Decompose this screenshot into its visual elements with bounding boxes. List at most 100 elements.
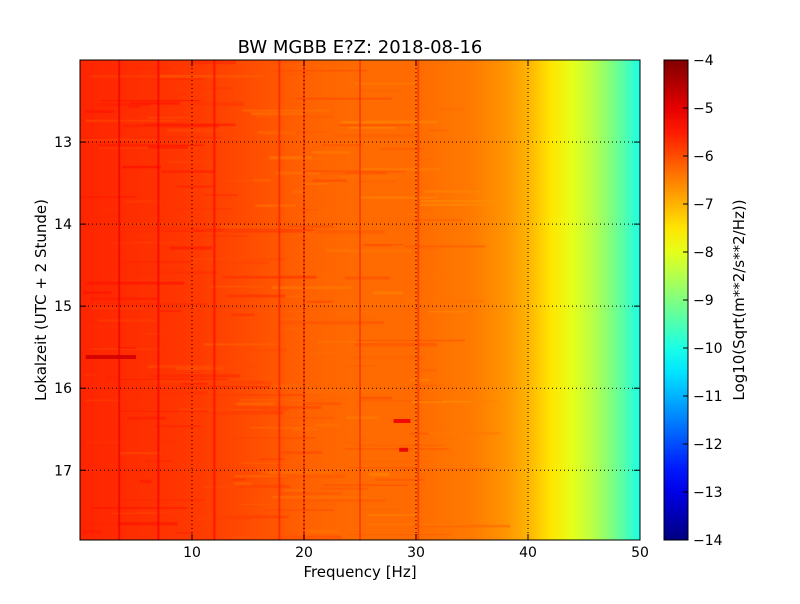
heatmap-texture — [80, 60, 511, 540]
texture-band — [360, 180, 397, 183]
texture-band — [349, 467, 418, 469]
colorbar-ticks: −4 −5 −6 −7 −8 −9 −10 −11 −12 −13 −14 — [683, 53, 723, 549]
texture-band — [356, 400, 443, 402]
texture-band — [189, 102, 245, 106]
texture-band — [269, 470, 333, 475]
texture-band — [122, 165, 161, 169]
texture-band — [148, 116, 191, 119]
texture-band — [180, 465, 194, 467]
texture-band — [244, 293, 256, 296]
texture-band — [177, 385, 271, 389]
texture-band — [287, 225, 334, 228]
texture-band — [364, 244, 404, 246]
texture-band — [280, 295, 304, 298]
texture-band — [349, 127, 396, 129]
texture-band — [258, 73, 314, 75]
texture-band — [283, 489, 304, 492]
texture-band — [203, 193, 239, 197]
colorbar-tick-label: −8 — [693, 245, 714, 261]
texture-band — [177, 185, 215, 188]
x-axis-label: Frequency [Hz] — [303, 563, 416, 581]
texture-band — [320, 172, 348, 176]
texture-band — [232, 478, 246, 481]
texture-band — [404, 245, 486, 248]
texture-band — [222, 406, 322, 409]
spectral-line — [118, 60, 121, 540]
y-tick-label: 15 — [54, 299, 72, 315]
texture-band — [411, 400, 472, 404]
texture-band — [160, 310, 182, 312]
texture-band — [231, 313, 255, 317]
plot-area — [80, 60, 640, 540]
texture-band — [321, 144, 363, 147]
texture-band — [146, 333, 164, 335]
colorbar-tick-label: −14 — [693, 533, 723, 549]
texture-band — [198, 515, 280, 518]
grid-lines — [80, 60, 640, 540]
colorbar-tick-label: −10 — [693, 341, 723, 357]
y-axis-label: Lokalzeit (UTC + 2 Stunde) — [32, 199, 50, 401]
texture-band — [134, 511, 176, 513]
texture-band — [268, 416, 334, 419]
texture-band — [257, 131, 297, 135]
texture-band — [167, 128, 230, 132]
texture-band — [124, 200, 148, 203]
colorbar-tick-label: −12 — [693, 437, 723, 453]
texture-band — [283, 327, 307, 331]
texture-band — [302, 183, 328, 185]
texture-band — [133, 241, 181, 244]
texture-band — [126, 67, 171, 70]
texture-band — [226, 294, 286, 298]
texture-band — [230, 100, 243, 104]
texture-band — [225, 110, 259, 112]
texture-band — [113, 137, 185, 140]
spectral-line — [157, 60, 160, 540]
texture-band — [269, 156, 313, 160]
texture-band — [140, 501, 171, 504]
colorbar-tick-label: −11 — [693, 389, 723, 405]
texture-band — [359, 167, 441, 171]
texture-band — [416, 368, 437, 372]
texture-band — [354, 82, 416, 85]
texture-band — [130, 101, 180, 105]
x-tick-label: 30 — [407, 545, 425, 561]
texture-band — [343, 442, 359, 444]
texture-band — [276, 317, 378, 320]
texture-band — [112, 512, 159, 515]
texture-band — [354, 342, 437, 347]
texture-band — [147, 364, 256, 369]
texture-band — [377, 249, 407, 252]
texture-band — [412, 524, 511, 528]
y-tick-label: 14 — [54, 217, 72, 233]
texture-band — [251, 474, 346, 479]
texture-band — [88, 326, 133, 328]
texture-band — [338, 175, 414, 179]
texture-band — [355, 158, 434, 161]
texture-band — [323, 484, 408, 487]
texture-band — [408, 213, 439, 215]
texture-band — [426, 431, 501, 435]
texture-band — [422, 273, 453, 276]
texture-band — [162, 230, 204, 233]
texture-band — [224, 231, 303, 233]
texture-band — [106, 376, 119, 380]
colorbar-tick-label: −5 — [693, 101, 714, 117]
texture-band — [320, 487, 369, 490]
texture-band — [360, 196, 438, 199]
texture-band — [92, 306, 144, 310]
colorbar-tick-label: −9 — [693, 293, 714, 309]
texture-band — [80, 196, 137, 199]
texture-band — [329, 239, 384, 241]
texture-band — [240, 398, 326, 401]
x-axis-ticks: 10 20 30 40 50 — [183, 60, 649, 561]
texture-band — [227, 409, 262, 411]
colorbar-tick-label: −13 — [693, 485, 723, 501]
texture-band — [420, 203, 492, 207]
texture-band — [259, 458, 285, 461]
x-tick-label: 40 — [519, 545, 537, 561]
texture-band — [221, 224, 290, 229]
texture-band — [312, 150, 350, 154]
texture-band — [257, 347, 281, 350]
texture-band — [97, 103, 150, 106]
texture-band — [233, 535, 341, 540]
